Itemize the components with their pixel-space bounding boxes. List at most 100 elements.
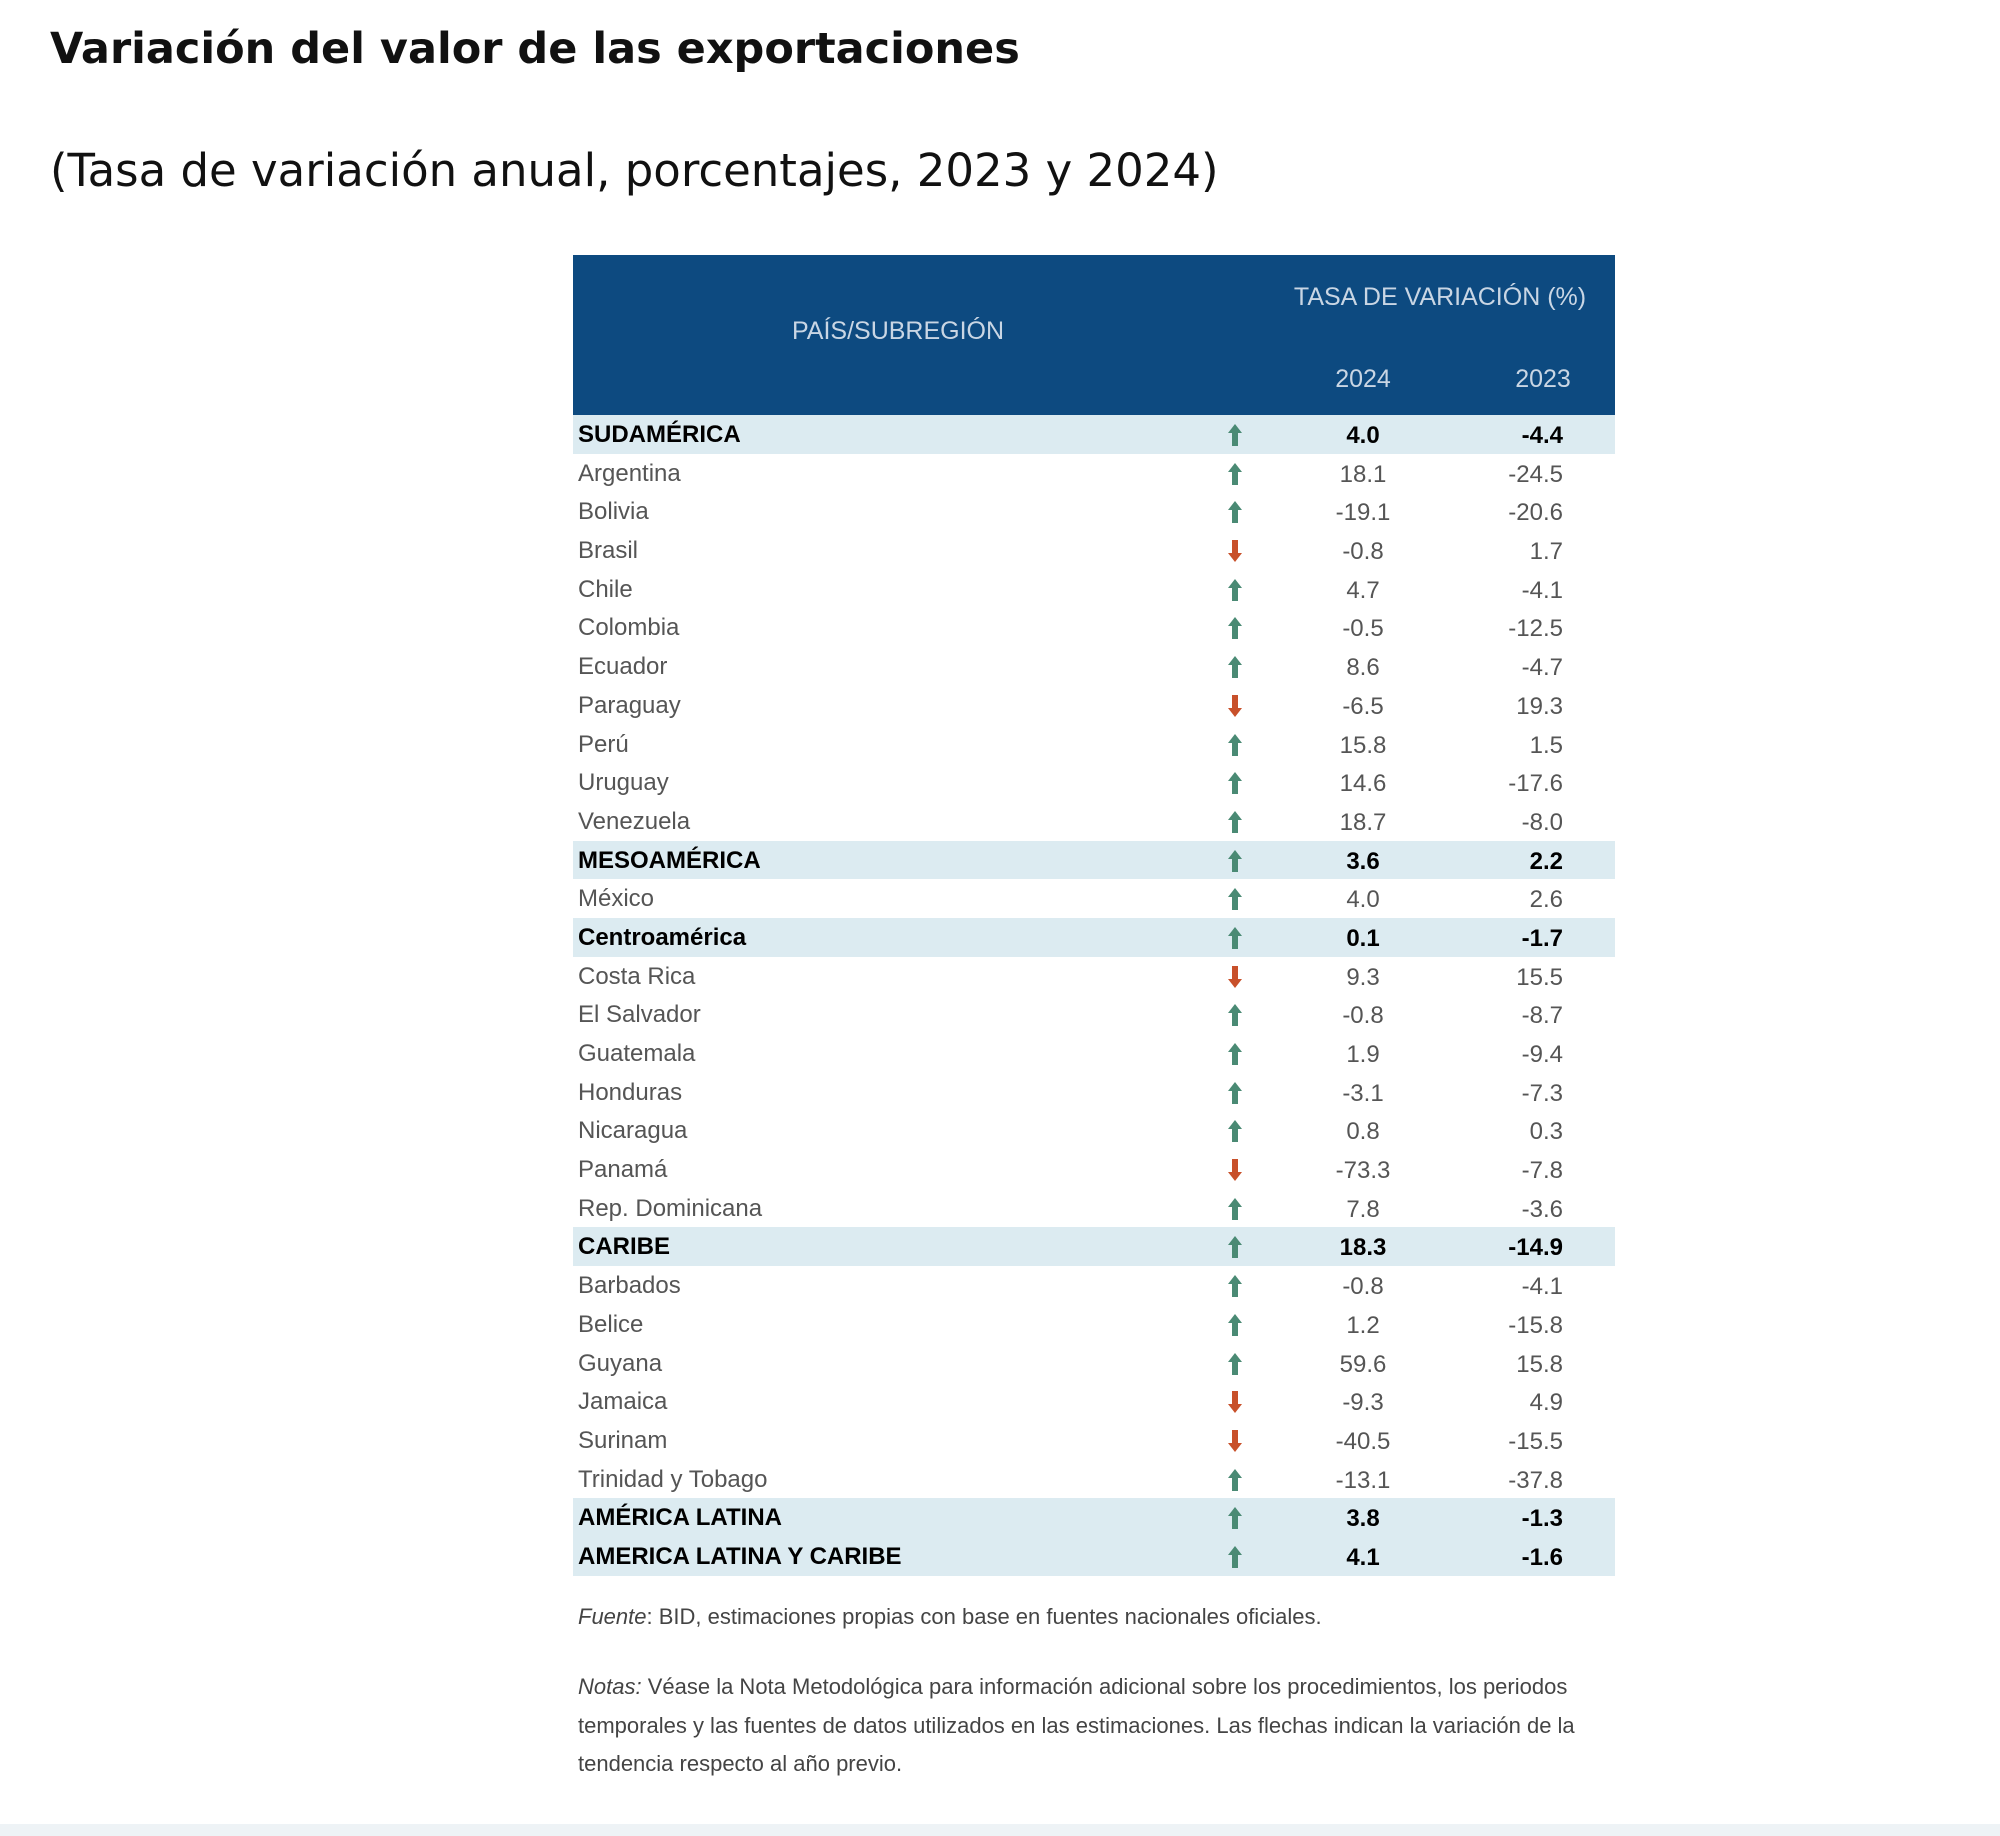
value-2023: 2.6 — [1529, 886, 1563, 914]
value-2024: -6.5 — [1342, 692, 1384, 720]
arrow-down-icon — [1228, 1429, 1242, 1452]
value-2023: -15.8 — [1508, 1311, 1563, 1339]
value-2023: -15.5 — [1508, 1427, 1563, 1455]
value-2024: -19.1 — [1335, 499, 1391, 527]
value-2024: 4.0 — [1346, 886, 1380, 914]
arrow-up-icon — [1228, 1468, 1242, 1491]
table-row: México 4.0 2.6 — [573, 879, 1615, 918]
value-2024: 18.7 — [1339, 808, 1387, 836]
table-row: El Salvador -0.8 -8.7 — [573, 995, 1615, 1034]
exports-table: PAÍS/SUBREGIÓN TASA DE VARIACIÓN (%) 202… — [573, 255, 1615, 1576]
row-name: CARIBE — [578, 1233, 671, 1261]
row-name: Argentina — [578, 459, 681, 487]
value-2024: -3.1 — [1342, 1079, 1384, 1107]
value-2023: -4.7 — [1521, 654, 1563, 682]
table-row-region: AMERICA LATINA Y CARIBE 4.1 -1.6 — [573, 1536, 1615, 1576]
row-name: Guyana — [578, 1349, 663, 1377]
value-2023: 1.5 — [1529, 731, 1563, 759]
value-2023: -4.4 — [1521, 422, 1563, 449]
row-name: AMERICA LATINA Y CARIBE — [578, 1542, 902, 1570]
arrow-up-icon — [1228, 1197, 1242, 1220]
header-2023: 2023 — [1515, 365, 1571, 393]
arrow-up-icon — [1228, 1352, 1242, 1375]
arrow-up-icon — [1228, 1313, 1242, 1336]
notes-label: Notas: — [578, 1674, 642, 1699]
row-name: Barbados — [578, 1272, 681, 1300]
row-name: Costa Rica — [578, 962, 696, 990]
row-name: Centroamérica — [578, 923, 747, 951]
row-name: Brasil — [578, 537, 639, 565]
notes: Notas: Véase la Nota Metodológica para i… — [578, 1668, 1588, 1784]
arrow-down-icon — [1228, 1391, 1242, 1414]
bottom-band — [0, 1824, 2000, 1836]
row-name: Nicaragua — [578, 1117, 688, 1145]
value-2024: -13.1 — [1335, 1466, 1391, 1494]
table-row: Surinam -40.5 -15.5 — [573, 1421, 1615, 1460]
value-2023: -17.6 — [1508, 770, 1563, 798]
header-2024: 2024 — [1335, 365, 1391, 393]
arrow-up-icon — [1228, 578, 1242, 601]
value-2023: -8.0 — [1521, 808, 1563, 836]
row-name: Surinam — [578, 1426, 668, 1454]
value-2024: 18.3 — [1339, 1234, 1387, 1262]
value-2024: 0.1 — [1346, 924, 1380, 952]
value-2023: -14.9 — [1508, 1234, 1563, 1262]
table-row: Brasil -0.8 1.7 — [573, 531, 1615, 570]
notes-text: Véase la Nota Metodológica para informac… — [578, 1674, 1575, 1776]
arrow-down-icon — [1228, 965, 1242, 988]
row-name: Guatemala — [578, 1040, 696, 1067]
table-row: Nicaragua 0.8 0.3 — [573, 1111, 1615, 1150]
value-2023: -4.1 — [1521, 1273, 1563, 1301]
arrow-up-icon — [1228, 926, 1242, 949]
row-name: Panamá — [578, 1156, 668, 1184]
row-name: Colombia — [578, 614, 680, 642]
arrow-up-icon — [1228, 1507, 1242, 1530]
table-row: Bolivia -19.1 -20.6 — [573, 492, 1615, 531]
value-2023: 0.3 — [1529, 1118, 1563, 1146]
value-2024: 4.7 — [1346, 576, 1380, 604]
table-row: Perú 15.8 1.5 — [573, 725, 1615, 764]
table-row-region: CARIBE 18.3 -14.9 — [573, 1227, 1615, 1267]
arrow-up-icon — [1228, 1545, 1242, 1568]
arrow-up-icon — [1228, 1004, 1242, 1027]
value-2024: 0.8 — [1346, 1118, 1380, 1146]
arrow-up-icon — [1228, 1120, 1242, 1143]
table-row: Rep. Dominicana 7.8 -3.6 — [573, 1189, 1615, 1228]
arrow-up-icon — [1228, 617, 1242, 640]
arrow-up-icon — [1228, 1081, 1242, 1104]
table-row: Belice 1.2 -15.8 — [573, 1305, 1615, 1344]
table-row: Argentina 18.1 -24.5 — [573, 454, 1615, 493]
table-row: Guyana 59.6 15.8 — [573, 1344, 1615, 1383]
table-row: Trinidad y Tobago -13.1 -37.8 — [573, 1460, 1615, 1499]
value-2024: 4.1 — [1346, 1543, 1380, 1571]
row-name: Uruguay — [578, 769, 669, 797]
row-name: Belice — [578, 1310, 644, 1338]
table-body: SUDAMÉRICA 4.0 -4.4 Argentina 18.1 -24.5 Boliv… — [573, 415, 1615, 1576]
arrow-up-icon — [1228, 1236, 1242, 1259]
arrow-down-icon — [1228, 1159, 1242, 1182]
value-2024: 3.8 — [1346, 1505, 1380, 1533]
header-country: PAÍS/SUBREGIÓN — [791, 317, 1005, 345]
value-2024: 8.6 — [1346, 654, 1380, 682]
arrow-up-icon — [1228, 810, 1242, 833]
row-name: Honduras — [578, 1078, 683, 1106]
row-name: Chile — [578, 575, 633, 603]
value-2023: 15.8 — [1516, 1350, 1563, 1378]
table-row: Ecuador 8.6 -4.7 — [573, 647, 1615, 686]
value-2023: -1.3 — [1521, 1505, 1563, 1533]
page-subtitle: (Tasa de variación anual, porcentajes, 2… — [50, 144, 1219, 197]
table-row: Guatemala 1.9 -9.4 — [573, 1034, 1615, 1073]
row-name: AMÉRICA LATINA — [578, 1504, 782, 1532]
value-2023: -8.7 — [1521, 1002, 1563, 1030]
value-2024: 14.6 — [1339, 770, 1387, 798]
table-row-region: Centroamérica 0.1 -1.7 — [573, 917, 1615, 957]
value-2024: 59.6 — [1339, 1350, 1387, 1378]
value-2023: -20.6 — [1508, 499, 1563, 527]
source-label: Fuente — [578, 1604, 647, 1629]
value-2023: -3.6 — [1521, 1195, 1563, 1223]
value-2023: 2.2 — [1529, 847, 1563, 875]
row-name: Ecuador — [578, 653, 668, 681]
table-row: Barbados -0.8 -4.1 — [573, 1266, 1615, 1305]
value-2023: -37.8 — [1508, 1466, 1563, 1494]
value-2024: 3.6 — [1346, 847, 1380, 875]
